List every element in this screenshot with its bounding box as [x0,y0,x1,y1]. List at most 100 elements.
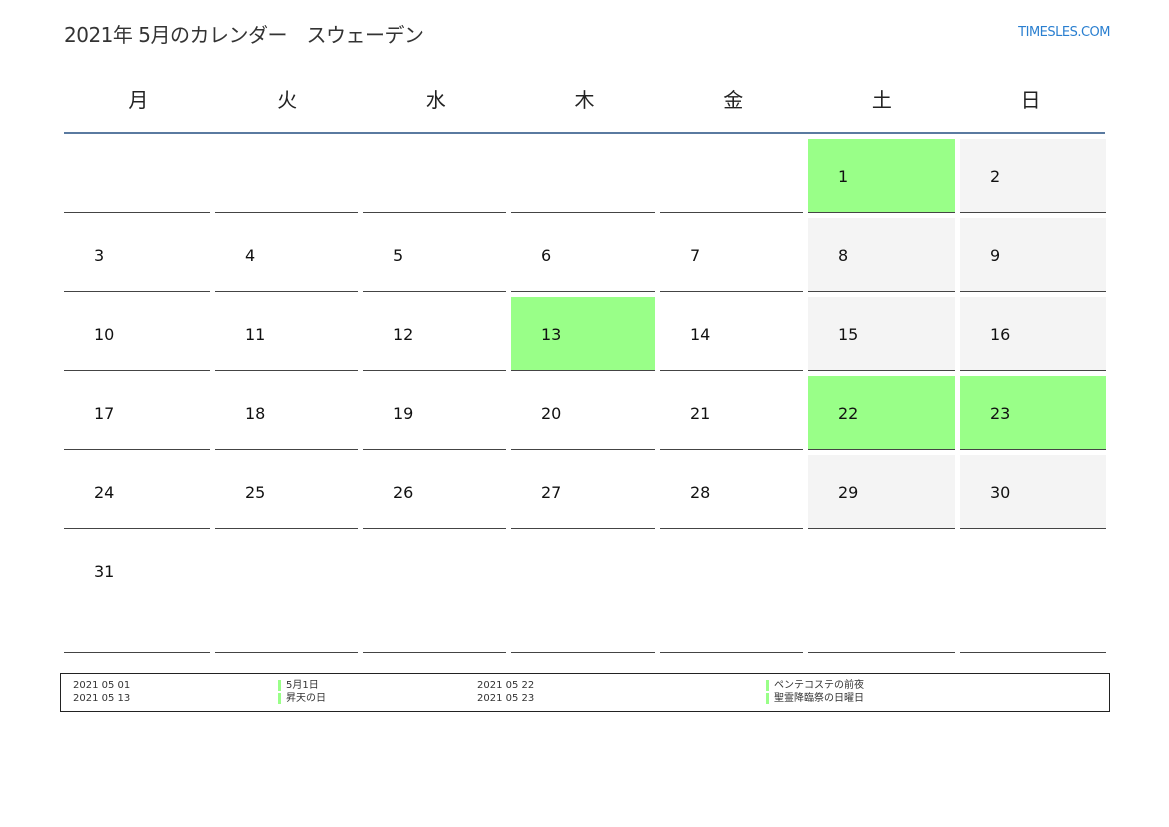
holiday-date: 2021 05 01 [73,680,131,691]
day-cell[interactable]: 29 [808,455,955,529]
holiday-name: ペンテコステの前夜 [774,680,864,691]
day-number: 18 [245,404,266,423]
holiday-legend: 2021 05 01 5月1日 2021 05 13 昇天の日 2021 05 … [60,673,1110,712]
day-number: 27 [541,483,562,502]
holiday-date: 2021 05 22 [477,680,535,691]
day-number: 1 [838,167,849,186]
day-number: 7 [690,246,701,265]
holiday-entry: 昇天の日 [278,692,326,705]
holiday-entry: ペンテコステの前夜 [766,679,864,692]
day-number: 28 [690,483,711,502]
holiday-entry: 聖霊降臨祭の日曜日 [766,692,864,705]
day-cell[interactable]: 12 [363,297,506,371]
day-cell[interactable]: 21 [660,376,803,450]
empty-day-cell [363,534,506,653]
holiday-color-marker [278,679,281,691]
day-cell[interactable]: 3 [64,218,210,292]
day-cell[interactable]: 16 [960,297,1106,371]
day-cell[interactable]: 20 [511,376,655,450]
day-cell[interactable]: 30 [960,455,1106,529]
empty-day-cell [660,139,803,213]
day-cell[interactable]: 15 [808,297,955,371]
day-cell[interactable]: 19 [363,376,506,450]
day-cell[interactable]: 6 [511,218,655,292]
holiday-name: 聖霊降臨祭の日曜日 [774,693,864,704]
day-number: 9 [990,246,1001,265]
day-cell[interactable]: 31 [64,534,210,653]
empty-day-cell [960,534,1106,653]
day-number: 29 [838,483,859,502]
weekday-header: 月 火 水 木 金 土 日 [64,70,1105,134]
weekday-wed: 水 [425,88,446,112]
empty-day-cell [64,139,210,213]
day-number: 6 [541,246,552,265]
site-logo[interactable]: TIMESLES.COM [1018,25,1110,40]
day-cell[interactable]: 5 [363,218,506,292]
day-cell[interactable]: 2 [960,139,1106,213]
day-cell[interactable]: 22 [808,376,955,450]
empty-day-cell [660,534,803,653]
day-number: 2 [990,167,1001,186]
empty-day-cell [363,139,506,213]
weekday-tue: 火 [277,88,298,112]
day-cell[interactable]: 14 [660,297,803,371]
day-cell[interactable]: 26 [363,455,506,529]
calendar-grid: 1 2 3 4 5 6 7 8 9 10 11 12 13 14 15 16 17 18 19 20 21 22 23 24 2… [64,139,1106,653]
day-cell[interactable]: 1 [808,139,955,213]
empty-day-cell [808,534,955,653]
day-number: 22 [838,404,859,423]
day-number: 17 [94,404,115,423]
day-number: 5 [393,246,404,265]
day-cell[interactable]: 8 [808,218,955,292]
day-number: 20 [541,404,562,423]
day-number: 16 [990,325,1011,344]
day-cell[interactable]: 17 [64,376,210,450]
holiday-entry: 5月1日 [278,679,319,692]
day-number: 31 [94,562,115,581]
holiday-date: 2021 05 23 [477,693,535,704]
holiday-color-marker [766,679,769,691]
page-title: 2021年 5月のカレンダー スウェーデン [64,23,424,47]
weekday-sat: 土 [871,88,892,112]
day-number: 12 [393,325,414,344]
day-cell[interactable]: 10 [64,297,210,371]
holiday-color-marker [278,692,281,704]
holiday-name: 昇天の日 [286,693,326,704]
day-cell[interactable]: 27 [511,455,655,529]
day-cell[interactable]: 13 [511,297,655,371]
day-number: 19 [393,404,414,423]
weekday-fri: 金 [723,88,744,112]
day-cell[interactable]: 7 [660,218,803,292]
day-number: 3 [94,246,105,265]
empty-day-cell [511,139,655,213]
day-number: 8 [838,246,849,265]
day-cell[interactable]: 4 [215,218,358,292]
day-number: 25 [245,483,266,502]
day-cell[interactable]: 28 [660,455,803,529]
day-cell[interactable]: 11 [215,297,358,371]
day-number: 4 [245,246,256,265]
day-number: 30 [990,483,1011,502]
day-number: 21 [690,404,711,423]
day-number: 24 [94,483,115,502]
empty-day-cell [215,534,358,653]
day-cell[interactable]: 24 [64,455,210,529]
day-number: 14 [690,325,711,344]
day-number: 26 [393,483,414,502]
holiday-name: 5月1日 [286,680,319,691]
day-cell[interactable]: 18 [215,376,358,450]
weekday-thu: 木 [574,88,595,112]
empty-day-cell [215,139,358,213]
day-number: 15 [838,325,859,344]
holiday-color-marker [766,692,769,704]
day-number: 23 [990,404,1011,423]
weekday-mon: 月 [128,88,149,112]
day-cell[interactable]: 9 [960,218,1106,292]
day-number: 11 [245,325,266,344]
day-cell[interactable]: 25 [215,455,358,529]
day-number: 10 [94,325,115,344]
weekday-sun: 日 [1020,88,1041,112]
day-number: 13 [541,325,562,344]
day-cell[interactable]: 23 [960,376,1106,450]
empty-day-cell [511,534,655,653]
